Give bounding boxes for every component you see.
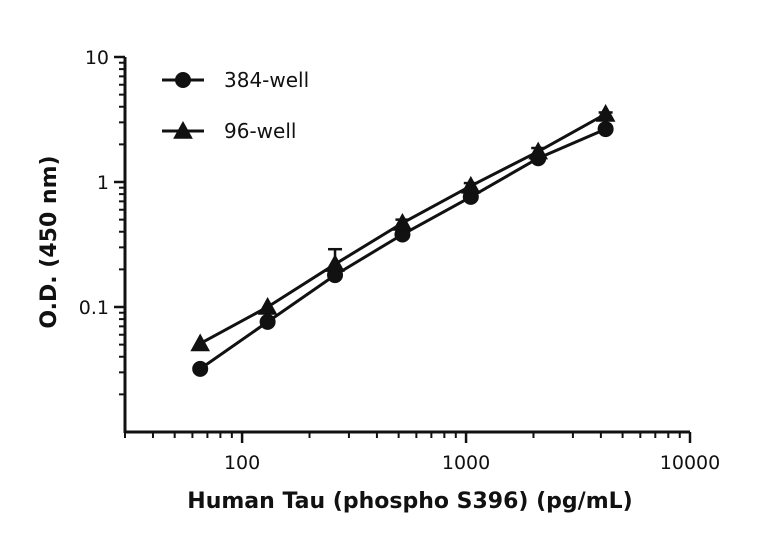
triangle-marker — [325, 254, 345, 272]
legend-item-96-well: 96-well — [162, 119, 296, 143]
x-tick-label: 100 — [224, 452, 260, 474]
circle-marker — [597, 121, 614, 138]
y-tick-label: 10 — [85, 47, 109, 69]
axes: 0.1 1 10 100 1000 10000 — [79, 47, 720, 474]
triangle-marker — [595, 103, 616, 122]
legend: 384-well 96-well — [162, 68, 309, 143]
circle-marker — [175, 72, 191, 88]
legend-label: 96-well — [224, 119, 296, 143]
triangle-marker — [190, 333, 211, 352]
circle-marker — [259, 313, 276, 330]
triangle-marker — [257, 296, 278, 315]
x-tick-label: 1000 — [442, 452, 490, 474]
triangle-marker — [392, 212, 413, 231]
triangle-marker — [173, 120, 193, 139]
y-axis-title: O.D. (450 nm) — [37, 155, 62, 328]
legend-item-384-well: 384-well — [162, 68, 309, 92]
y-tick-label: 1 — [97, 172, 109, 194]
circle-marker — [192, 360, 209, 377]
series-384-well — [192, 121, 614, 377]
x-axis-title: Human Tau (phospho S396) (pg/mL) — [187, 489, 632, 514]
triangle-marker — [528, 141, 549, 160]
y-tick-label: 0.1 — [79, 297, 109, 319]
x-tick-label: 10000 — [660, 452, 720, 474]
legend-label: 384-well — [224, 68, 309, 92]
series-96-well — [190, 103, 616, 352]
triangle-marker — [460, 175, 481, 194]
series-layer — [190, 103, 616, 377]
series-line — [199, 127, 607, 371]
